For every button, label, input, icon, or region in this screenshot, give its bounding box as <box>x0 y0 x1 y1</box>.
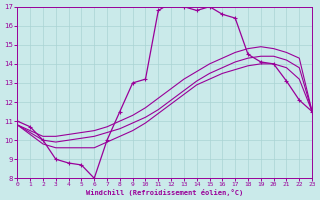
X-axis label: Windchill (Refroidissement éolien,°C): Windchill (Refroidissement éolien,°C) <box>86 189 243 196</box>
